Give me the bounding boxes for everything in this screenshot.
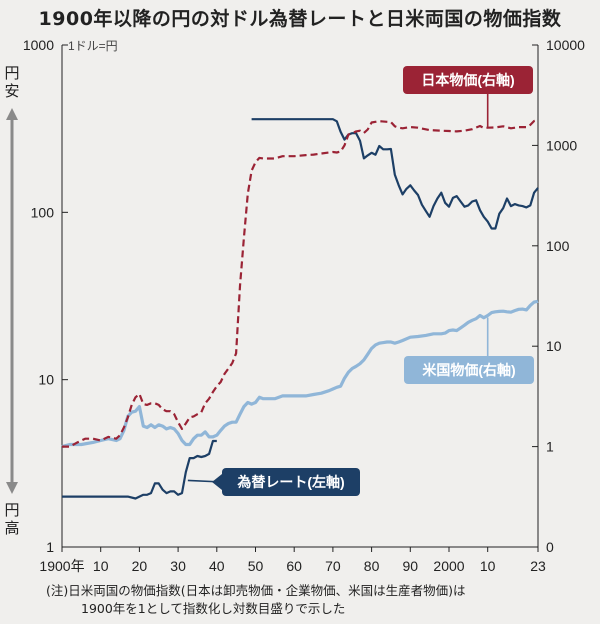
right-tick-label: 1000 (546, 137, 577, 153)
x-tick-label: 10 (93, 558, 109, 574)
footnote-line-1: (注)日米両国の物価指数(日本は卸売物価・企業物価、米国は生産者物価)は (46, 583, 466, 598)
right-tick-label: 10000 (546, 37, 585, 53)
yen-arrow-up-head (6, 108, 18, 120)
chart-title: 1900年以降の円の対ドル為替レートと日米両国の物価指数 (38, 8, 562, 30)
x-tick-label: 2000 (433, 558, 464, 574)
x-tick-label: 90 (403, 558, 419, 574)
us-price-line (61, 299, 539, 449)
us-price-label: 米国物価(右軸) (422, 362, 515, 378)
yen-arrow-down-head (6, 482, 18, 494)
right-tick-label: 100 (546, 238, 570, 254)
x-tick-label: 40 (209, 558, 225, 574)
x-tick-label: 50 (248, 558, 264, 574)
left-axis-unit: 1ドル=円 (68, 39, 118, 53)
x-tick-label: 1900年 (39, 558, 84, 574)
x-tick-label: 70 (325, 558, 341, 574)
exchange-rate-label: 為替レート(左軸) (236, 474, 344, 490)
exchange-rate-line (251, 118, 539, 230)
yen-strong-label: 円高 (4, 502, 19, 537)
x-tick-label: 30 (170, 558, 186, 574)
x-tick-label: 23 (530, 558, 546, 574)
x-tick-label: 80 (364, 558, 380, 574)
yen-weak-label: 円安 (4, 65, 19, 100)
x-tick-label: 10 (480, 558, 496, 574)
exchange-rate-label-box (222, 468, 360, 496)
japan-price-line (62, 118, 539, 448)
us-price-label-box (404, 356, 534, 384)
left-tick-label: 100 (31, 204, 55, 220)
japan-price-label-box (403, 66, 533, 94)
right-tick-label: 1 (546, 439, 554, 455)
right-tick-label: 0 (546, 539, 554, 555)
footnote-line-2: 1900年を1として指数化し対数目盛りで示した (81, 601, 346, 616)
japan-price-label: 日本物価(右軸) (421, 72, 514, 88)
x-tick-label: 60 (286, 558, 302, 574)
exchange-rate-label-pointer (212, 474, 222, 490)
left-tick-label: 1 (46, 539, 54, 555)
right-tick-label: 10 (546, 338, 562, 354)
x-tick-label: 20 (132, 558, 148, 574)
footnote: (注)日米両国の物価指数(日本は卸売物価・企業物価、米国は生産者物価)は 190… (46, 582, 466, 618)
exchange-rate-line (62, 439, 217, 500)
left-tick-label: 10 (38, 372, 54, 388)
left-tick-label: 1000 (23, 37, 54, 53)
